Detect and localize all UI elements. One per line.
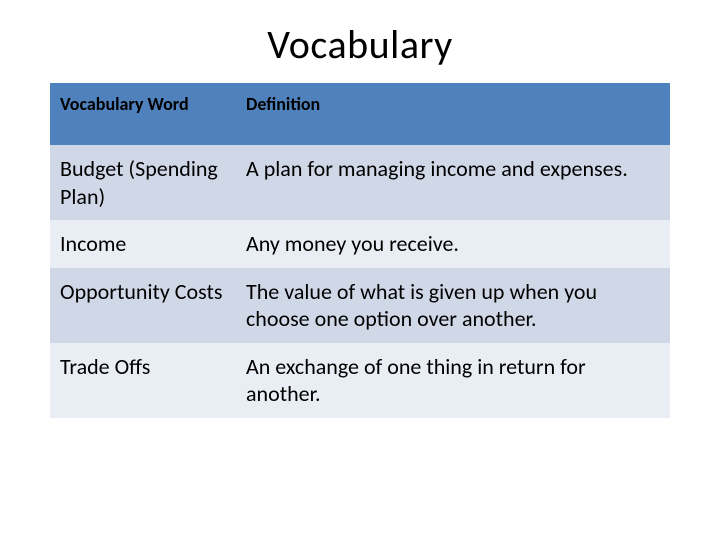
table-row: Budget (Spending Plan) A plan for managi… — [50, 145, 670, 220]
table-row: Trade Offs An exchange of one thing in r… — [50, 343, 670, 418]
cell-word: Opportunity Costs — [50, 268, 236, 343]
cell-definition: The value of what is given up when you c… — [236, 268, 670, 343]
cell-word: Trade Offs — [50, 343, 236, 418]
cell-definition: A plan for managing income and expenses. — [236, 145, 670, 220]
table-row: Income Any money you receive. — [50, 220, 670, 268]
table-header-row: Vocabulary Word Definition — [50, 83, 670, 145]
column-header-definition: Definition — [236, 83, 670, 145]
vocabulary-table: Vocabulary Word Definition Budget (Spend… — [50, 83, 670, 418]
cell-word: Income — [50, 220, 236, 268]
slide: Vocabulary Vocabulary Word Definition Bu… — [0, 0, 720, 540]
cell-definition: Any money you receive. — [236, 220, 670, 268]
page-title: Vocabulary — [50, 20, 670, 69]
table-row: Opportunity Costs The value of what is g… — [50, 268, 670, 343]
cell-word: Budget (Spending Plan) — [50, 145, 236, 220]
cell-definition: An exchange of one thing in return for a… — [236, 343, 670, 418]
column-header-word: Vocabulary Word — [50, 83, 236, 145]
